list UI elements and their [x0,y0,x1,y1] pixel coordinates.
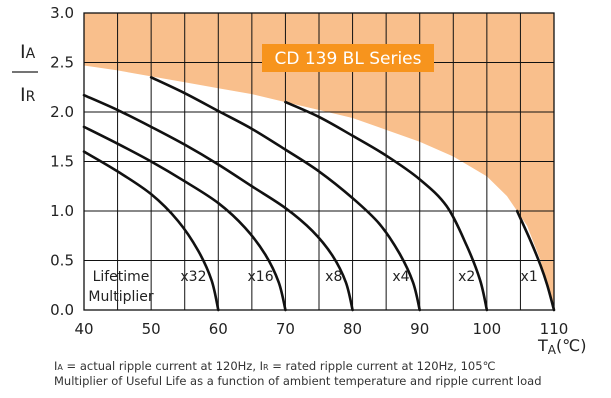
chart-fill-layer [84,13,554,310]
x-tick-label: 60 [209,320,228,338]
ylabel-bottom: IR [20,84,36,106]
multiplier-label: Lifetime [93,269,150,285]
y-tick-label: 1.0 [50,202,74,220]
y-tick-label: 3.0 [50,4,74,22]
caption-line-1: IA = actual ripple current at 120Hz, IR … [54,359,496,373]
caption-line-2: Multiplier of Useful Life as a function … [54,374,542,388]
x-tick-label: 110 [540,320,569,338]
curve-x1 [515,209,556,312]
x-tick-label: 50 [142,320,161,338]
x-tick-label: 100 [473,320,502,338]
curve-x16 [82,125,287,312]
xlabel: TA(℃) [537,336,586,357]
series-title-box [262,44,434,72]
multiplier-x32-label: x32 [180,269,206,285]
series-title: CD 139 BL Series [274,49,421,69]
multiplier-x8-label: x8 [325,269,342,285]
chart-labels: 40 50 60 70 80 90 100 110 0.0 0.5 1.0 1.5 2.0 2.5 3.0 x… [50,4,568,338]
y-tick-label: 0.5 [50,252,74,270]
multiplier-x16-label: x16 [248,269,274,285]
curve-x4 [149,76,422,312]
curve-x2 [284,100,489,312]
ylabel-top: IA [20,41,36,63]
x-tick-label: 40 [74,320,93,338]
y-tick-label: 1.5 [50,153,74,171]
multiplier-x4-label: x4 [392,269,409,285]
x-tick-label: 80 [343,320,362,338]
chart-curves [82,76,556,312]
x-tick-label: 90 [410,320,429,338]
plot-frame [83,12,555,311]
multiplier-x2-label: x2 [458,269,475,285]
curve-x8 [82,93,354,312]
y-tick-label: 2.5 [50,54,74,72]
multiplier-label-2: Multiplier [88,289,154,305]
y-tick-label: 0.0 [50,301,74,319]
curve-x32 [82,150,220,312]
shaded-region [84,13,554,310]
y-tick-label: 2.0 [50,103,74,121]
x-tick-label: 70 [276,320,295,338]
multiplier-x1-label: x1 [521,269,538,285]
